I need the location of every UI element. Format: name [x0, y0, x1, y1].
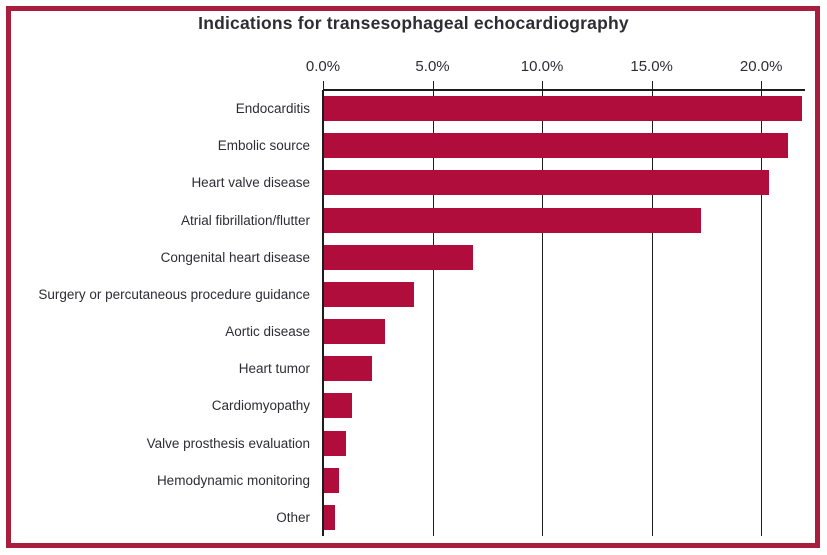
category-label: Cardiomyopathy [211, 398, 310, 414]
x-axis-tick-label: 20.0% [739, 58, 783, 75]
x-axis-tick-mark [651, 81, 653, 90]
category-label: Embolic source [217, 138, 310, 154]
bar-heart-valve-disease [324, 170, 769, 196]
x-axis-tick-label: 15.0% [630, 58, 673, 75]
category-label: Atrial fibrillation/flutter [180, 212, 310, 228]
bar-cardiomyopathy [324, 393, 353, 419]
category-label: Heart tumor [238, 361, 310, 377]
category-label: Heart valve disease [191, 175, 310, 191]
category-label: Endocarditis [235, 101, 310, 117]
x-axis-tick-mark [432, 81, 434, 90]
bar-aortic-disease [324, 319, 386, 345]
x-axis-tick-label: 10.0% [520, 58, 564, 75]
bar-valve-prosthesis-evaluation [324, 430, 346, 456]
chart-title: Indications for transesophageal echocard… [198, 13, 629, 33]
category-label: Hemodynamic monitoring [156, 472, 310, 488]
gridline-10.0% [542, 90, 544, 536]
bar-hemodynamic-monitoring [324, 467, 340, 493]
x-axis-tick-mark [323, 81, 324, 90]
bar-surgery-or-percutaneous-procedure-guidance [324, 281, 414, 307]
category-label: Aortic disease [225, 324, 310, 340]
category-axis: Endocarditis Embolic source Heart valve di… [14, 90, 310, 536]
bar-other [324, 504, 335, 530]
category-label: Other [276, 509, 310, 525]
gridline-0.0% [322, 90, 324, 536]
category-label: Surgery or percutaneous procedure guidan… [38, 286, 310, 302]
bar-embolic-source [324, 133, 789, 159]
plot-area: 0.0% 5.0% 10.0% 15.0% 20.0% [306, 58, 805, 536]
bar-endocarditis [324, 96, 802, 122]
x-axis-tick-mark [542, 81, 544, 90]
category-label: Congenital heart disease [160, 249, 310, 265]
bar-atrial-fibrillation-flutter [324, 207, 701, 233]
x-axis-tick-mark [761, 81, 763, 90]
bar-congenital-heart-disease [324, 244, 473, 270]
x-axis-line [323, 89, 805, 91]
x-axis-tick-label: 5.0% [415, 58, 450, 75]
x-axis-tick-label: 0.0% [305, 58, 341, 75]
gridline-5.0% [432, 90, 434, 536]
gridline-20.0% [761, 90, 763, 536]
gridline-15.0% [651, 90, 653, 536]
bar-heart-tumor [324, 356, 373, 382]
category-label: Valve prosthesis evaluation [146, 435, 310, 451]
